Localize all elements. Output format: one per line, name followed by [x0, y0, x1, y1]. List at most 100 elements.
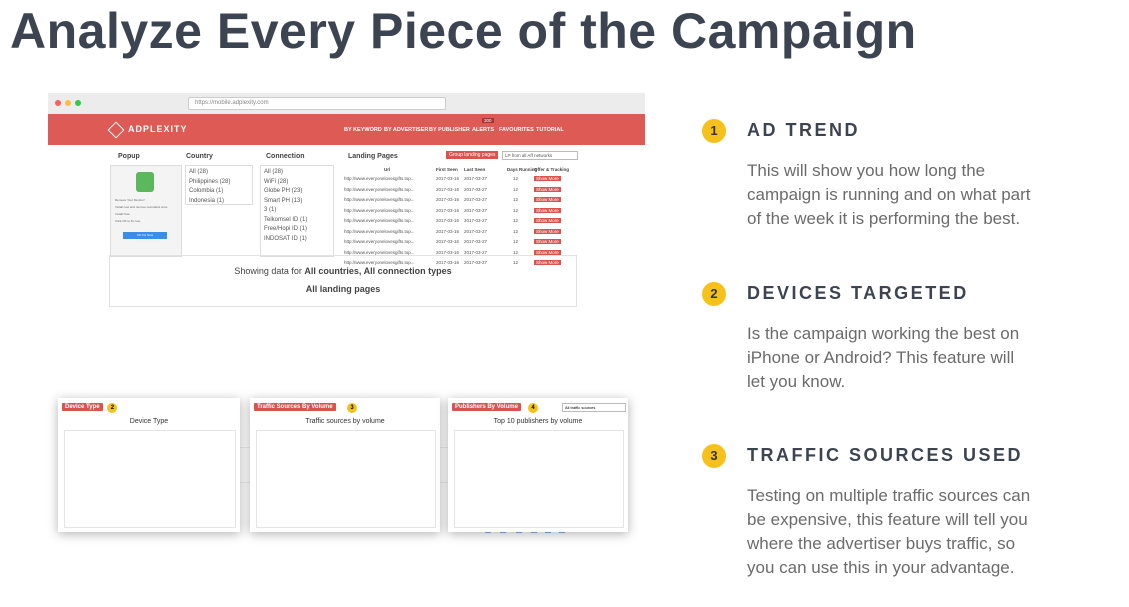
table-header: Last Seen — [464, 167, 486, 172]
table-cell: 2017-03-27 — [464, 207, 488, 213]
feature-text: Testing on multiple traffic sources can — [747, 486, 1031, 505]
table-cell: http://www.everyonelovesgifts.top... — [344, 239, 415, 244]
table-cell: 2017-03-16 — [436, 249, 460, 255]
card-title: Top 10 publishers by volume — [493, 418, 583, 425]
feature-text: where the advertiser buys traffic, so — [747, 534, 1016, 553]
list-item: All (28) — [264, 169, 284, 175]
summary-line: Showing data for All countries, All conn… — [110, 266, 576, 276]
panel-heading: Landing Pages — [348, 153, 398, 160]
table-cell: 2017-03-16 — [436, 260, 460, 265]
badge: 2 — [107, 403, 118, 413]
table-cell: http://www.everyonelovesgifts.top... — [344, 228, 415, 234]
feature-number: 1 — [702, 119, 726, 143]
nav-item: BY PUBLISHER — [429, 127, 470, 133]
table-cell: 12 — [513, 176, 519, 181]
table-cell: 2017-03-16 — [436, 218, 460, 223]
table-cell: 2017-03-27 — [464, 197, 488, 202]
table-cell: 2017-03-16 — [436, 176, 460, 181]
table-cell: Show More — [534, 249, 561, 255]
card-tag: Device Type — [62, 403, 103, 411]
table-cell: Show More — [534, 186, 561, 192]
table-cell: Show More — [534, 228, 561, 234]
select: LP from all Aff networks — [502, 151, 578, 160]
list-item: WiFi (28) — [264, 178, 289, 185]
card-title: Traffic sources by volume — [305, 418, 385, 425]
table-cell: http://www.everyonelovesgifts.top... — [344, 207, 415, 213]
table-cell: 2017-03-16 — [436, 228, 460, 234]
summary-line: All landing pages — [305, 284, 381, 294]
feature-text: you can use this in your advantage. — [747, 558, 1015, 577]
panel-heading: Popup — [118, 153, 140, 160]
table-cell: 12 — [513, 186, 519, 192]
popup-card: Device Type 2 Device Type — [58, 398, 240, 532]
feature-text: campaign is running and on what part — [747, 185, 1031, 204]
chart-frame — [64, 430, 236, 528]
table-cell: http://www.everyonelovesgifts.top... — [344, 197, 415, 202]
panel-heading: Country — [186, 153, 213, 160]
feature-text: be expensive, this feature will tell you — [747, 510, 1028, 529]
table-header: Offer & Tracking — [534, 167, 570, 172]
nav-item: TUTORIAL — [536, 127, 564, 133]
card-title: Device Type — [129, 418, 169, 425]
table-header: Days Running — [507, 167, 538, 172]
feature-heading: TRAFFIC SOURCES USED — [747, 445, 1024, 465]
list-item: INDOSAT ID (1) — [264, 235, 307, 242]
feature-text: Is the campaign working the best on — [747, 324, 1020, 343]
table-cell: 12 — [513, 197, 519, 202]
list-item: 3 (1) — [264, 207, 277, 213]
feature-number: 2 — [702, 282, 726, 306]
feature-text: iPhone or Android? This feature will — [747, 348, 1015, 367]
url-bar[interactable]: https://mobile.adplexity.com — [188, 97, 446, 110]
list-item: Globe PH (23) — [264, 188, 303, 194]
table-cell: http://www.everyonelovesgifts.top... — [344, 249, 415, 255]
group-button: Group landing pages — [446, 151, 499, 159]
brand: ADPLEXITY — [128, 124, 188, 134]
feature-text: of the week it is performing the best. — [747, 209, 1021, 228]
table-cell: Show More — [534, 176, 561, 181]
list-item: Free/Hopi ID (1) — [264, 226, 308, 232]
summary-prefix: Showing data for — [234, 266, 305, 276]
table-cell: Show More — [534, 197, 561, 202]
select: All traffic sources — [562, 403, 626, 412]
table-cell: 2017-03-16 — [436, 239, 460, 244]
table-header: Url — [384, 167, 391, 172]
table-cell: 2017-03-16 — [436, 197, 460, 202]
table-cell: 2017-03-16 — [436, 186, 460, 192]
card-tag: Traffic Sources By Volume — [254, 403, 336, 411]
table-cell: Show More — [534, 207, 561, 213]
panel-heading: Connection — [266, 153, 305, 160]
feature-text: This will show you how long the — [747, 161, 986, 180]
nav-item: BY KEYWORD — [344, 127, 382, 133]
popup-icon — [136, 172, 154, 192]
list-box — [185, 165, 253, 205]
popup-text: Click OK to fix now — [115, 219, 141, 223]
popup-text: Remove Your Monitor! — [115, 198, 145, 202]
nav-item: FAVOURITES — [499, 127, 534, 133]
table-cell: 2017-03-27 — [464, 176, 488, 181]
list-item: Smart PH (13) — [264, 197, 303, 204]
table-cell: 12 — [513, 207, 519, 213]
list-item: Colombia (1) — [189, 188, 224, 194]
table-cell: 2017-03-27 — [464, 228, 488, 234]
list-item: Telkomsel ID (1) — [264, 216, 308, 223]
feature-text: let you know. — [747, 372, 846, 391]
list-item: All (28) — [189, 169, 209, 175]
chart-frame — [256, 430, 436, 528]
list-box — [260, 165, 334, 257]
card-tag: Publishers By Volume — [452, 403, 521, 411]
popup-card: Traffic Sources By Volume 3 Traffic source… — [250, 398, 440, 532]
summary-bold: All countries, All connection types — [304, 266, 452, 276]
nav-item: BY ADVERTISER — [384, 127, 429, 133]
table-header: First Seen — [436, 167, 458, 172]
nav-item: ALERTS — [472, 127, 494, 133]
summary-box: Showing data for All countries, All conn… — [109, 255, 577, 307]
title: Analyze Every Piece of the Campaign — [10, 3, 917, 59]
table-cell: http://www.everyonelovesgifts.top... — [344, 260, 415, 265]
table-cell: 2017-03-27 — [464, 218, 488, 223]
feature-heading: AD TREND — [747, 120, 860, 140]
table-cell: 12 — [513, 260, 519, 265]
chart-frame — [454, 430, 624, 528]
app-header: ADPLEXITY BY KEYWORD BY ADVERTISER BY PUBL… — [48, 114, 645, 145]
table-cell: 2017-03-27 — [464, 249, 488, 255]
